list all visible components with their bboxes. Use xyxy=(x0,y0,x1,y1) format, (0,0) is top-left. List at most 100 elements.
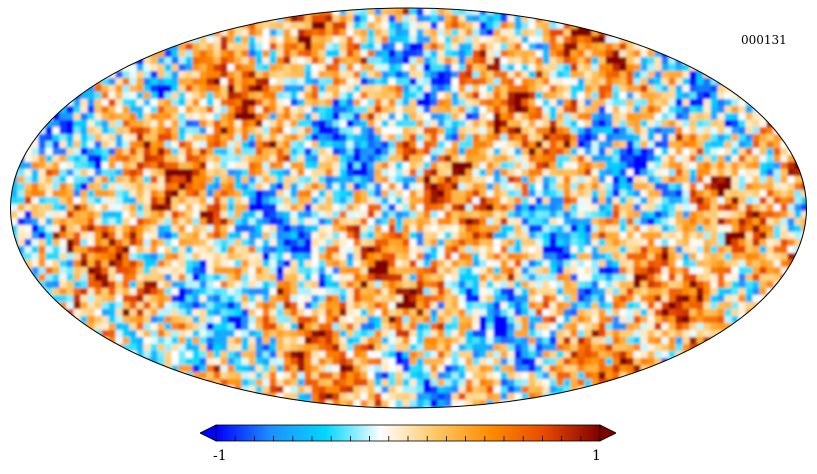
map-pixel xyxy=(437,218,446,226)
map-pixel xyxy=(325,323,334,331)
map-pixel xyxy=(136,288,145,296)
map-pixel xyxy=(262,260,271,268)
map-pixel xyxy=(276,134,285,142)
map-pixel xyxy=(591,239,600,247)
map-pixel xyxy=(115,211,124,219)
map-pixel xyxy=(563,148,572,156)
map-pixel xyxy=(605,50,614,58)
map-pixel xyxy=(157,141,166,149)
map-pixel xyxy=(395,330,404,338)
map-pixel xyxy=(192,99,201,107)
map-pixel xyxy=(556,169,565,177)
map-pixel xyxy=(199,225,208,233)
map-pixel xyxy=(493,127,502,135)
map-pixel xyxy=(416,316,425,324)
map-pixel xyxy=(311,281,320,289)
map-pixel xyxy=(122,197,131,205)
map-pixel xyxy=(507,183,516,191)
map-pixel xyxy=(626,64,635,72)
map-pixel xyxy=(486,99,495,107)
map-pixel xyxy=(528,344,537,352)
map-pixel xyxy=(395,127,404,135)
map-pixel xyxy=(514,302,523,310)
map-pixel xyxy=(129,127,138,135)
map-pixel xyxy=(598,155,607,163)
map-pixel xyxy=(66,232,75,240)
map-pixel xyxy=(409,120,418,128)
map-pixel xyxy=(409,57,418,65)
map-pixel xyxy=(759,134,768,142)
map-pixel xyxy=(773,169,782,177)
map-pixel xyxy=(283,323,292,331)
map-pixel xyxy=(605,295,614,303)
map-pixel xyxy=(493,8,502,16)
map-pixel xyxy=(598,183,607,191)
map-pixel xyxy=(521,309,530,317)
map-pixel xyxy=(605,246,614,254)
map-pixel xyxy=(108,169,117,177)
map-pixel xyxy=(577,316,586,324)
map-pixel xyxy=(164,204,173,212)
map-pixel xyxy=(437,246,446,254)
map-pixel xyxy=(66,225,75,233)
map-pixel xyxy=(689,113,698,121)
map-pixel xyxy=(423,309,432,317)
map-pixel xyxy=(717,169,726,177)
map-pixel xyxy=(500,204,509,212)
map-pixel xyxy=(171,204,180,212)
map-pixel xyxy=(717,148,726,156)
map-pixel xyxy=(269,351,278,359)
map-pixel xyxy=(339,211,348,219)
map-pixel xyxy=(290,344,299,352)
map-pixel xyxy=(129,99,138,107)
map-pixel xyxy=(591,162,600,170)
map-pixel xyxy=(493,148,502,156)
map-pixel xyxy=(66,204,75,212)
map-pixel xyxy=(318,99,327,107)
map-pixel xyxy=(479,232,488,240)
map-pixel xyxy=(766,127,775,135)
map-pixel xyxy=(703,253,712,261)
map-pixel xyxy=(598,232,607,240)
map-pixel xyxy=(318,92,327,100)
map-pixel xyxy=(199,295,208,303)
map-pixel xyxy=(318,22,327,30)
map-pixel xyxy=(199,330,208,338)
map-pixel xyxy=(304,288,313,296)
map-pixel xyxy=(437,267,446,275)
map-pixel xyxy=(164,323,173,331)
map-pixel xyxy=(745,176,754,184)
map-pixel xyxy=(710,106,719,114)
map-pixel xyxy=(605,316,614,324)
map-pixel xyxy=(458,190,467,198)
map-pixel xyxy=(255,127,264,135)
map-pixel xyxy=(248,50,257,58)
map-pixel xyxy=(598,197,607,205)
map-pixel xyxy=(661,337,670,345)
map-pixel xyxy=(605,162,614,170)
map-pixel xyxy=(458,260,467,268)
map-pixel xyxy=(577,78,586,86)
map-pixel xyxy=(87,281,96,289)
map-pixel xyxy=(654,225,663,233)
map-pixel xyxy=(584,323,593,331)
map-pixel xyxy=(423,302,432,310)
map-pixel xyxy=(514,99,523,107)
map-pixel xyxy=(325,211,334,219)
map-pixel xyxy=(185,113,194,121)
map-pixel xyxy=(563,85,572,93)
map-pixel xyxy=(591,106,600,114)
map-pixel xyxy=(248,22,257,30)
map-pixel xyxy=(17,267,26,275)
map-pixel xyxy=(339,64,348,72)
map-pixel xyxy=(402,309,411,317)
map-pixel xyxy=(234,148,243,156)
map-pixel xyxy=(493,155,502,163)
map-pixel xyxy=(276,29,285,37)
map-pixel xyxy=(542,127,551,135)
map-pixel xyxy=(276,141,285,149)
map-pixel xyxy=(577,50,586,58)
map-pixel xyxy=(52,127,61,135)
map-pixel xyxy=(157,211,166,219)
map-pixel xyxy=(346,239,355,247)
